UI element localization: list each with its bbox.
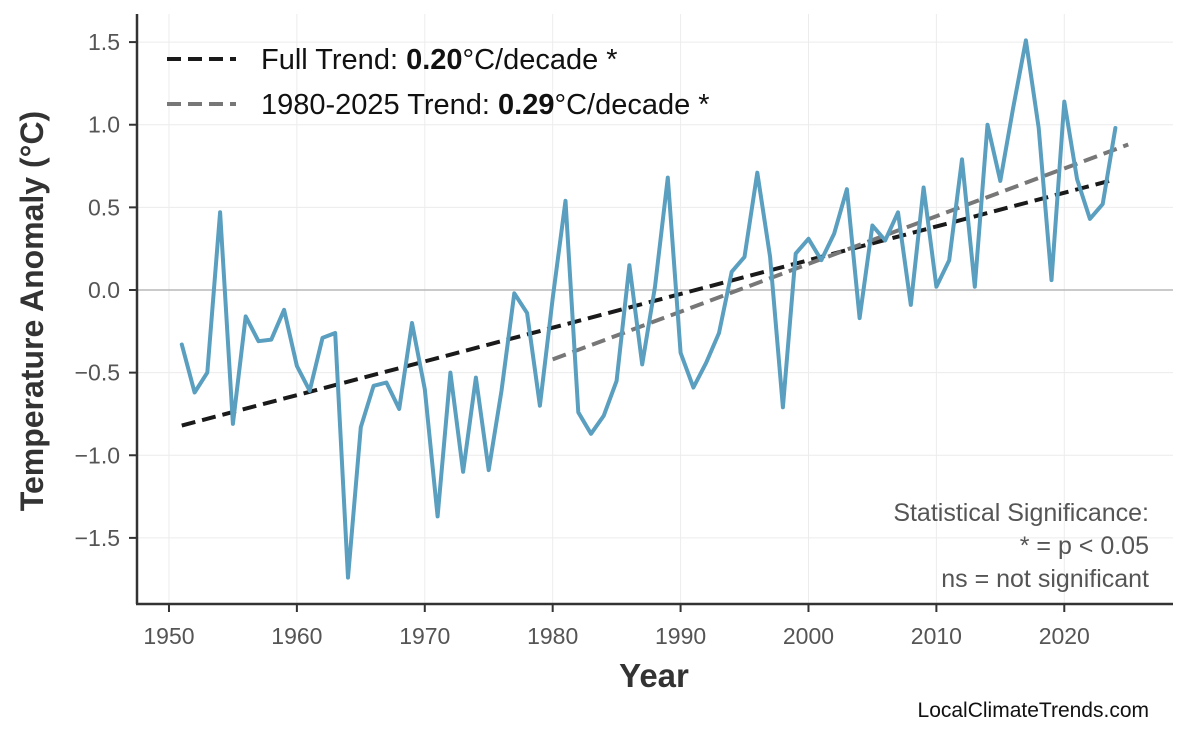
x-tick-label: 2000 <box>783 623 834 649</box>
y-ticks: −1.5 −1.0 −0.5 0.0 0.5 1.0 1.5 <box>75 29 137 551</box>
significance-note: Statistical Significance: * = p < 0.05 n… <box>893 499 1149 593</box>
grid <box>137 14 1173 604</box>
note-line-2: * = p < 0.05 <box>1020 532 1149 560</box>
source-credit: LocalClimateTrends.com <box>918 699 1149 722</box>
axes <box>135 14 1173 606</box>
x-tick-label: 1960 <box>271 623 322 649</box>
y-tick-label: −0.5 <box>75 360 120 386</box>
y-tick-label: −1.0 <box>75 442 120 468</box>
x-tick-label: 2020 <box>1039 623 1090 649</box>
y-tick-label: 0.0 <box>88 277 120 303</box>
x-ticks: 1950 1960 1970 1980 1990 2000 2010 2020 <box>143 604 1090 649</box>
y-tick-label: −1.5 <box>75 525 120 551</box>
y-tick-label: 1.5 <box>88 29 120 55</box>
x-tick-label: 1990 <box>655 623 706 649</box>
y-axis-title: Temperature Anomaly (°C) <box>14 111 50 511</box>
full-trend-line <box>181 177 1116 428</box>
y-tick-label: 0.5 <box>88 194 120 220</box>
x-tick-label: 1980 <box>527 623 578 649</box>
legend-label-recent-trend: 1980-2025 Trend: 0.29°C/decade * <box>261 89 710 121</box>
recent-trend-line <box>551 142 1129 362</box>
x-axis-title: Year <box>619 657 689 694</box>
legend-label-full-trend: Full Trend: 0.20°C/decade * <box>261 44 618 76</box>
y-tick-label: 1.0 <box>88 112 120 138</box>
note-line-3: ns = not significant <box>941 565 1149 593</box>
x-tick-label: 1970 <box>399 623 450 649</box>
data-series <box>179 38 1118 580</box>
note-line-1: Statistical Significance: <box>893 499 1149 527</box>
x-tick-label: 2010 <box>911 623 962 649</box>
anomaly-series-line <box>179 38 1118 580</box>
x-tick-label: 1950 <box>143 623 194 649</box>
legend: Full Trend: 0.20°C/decade * 1980-2025 Tr… <box>167 44 710 121</box>
